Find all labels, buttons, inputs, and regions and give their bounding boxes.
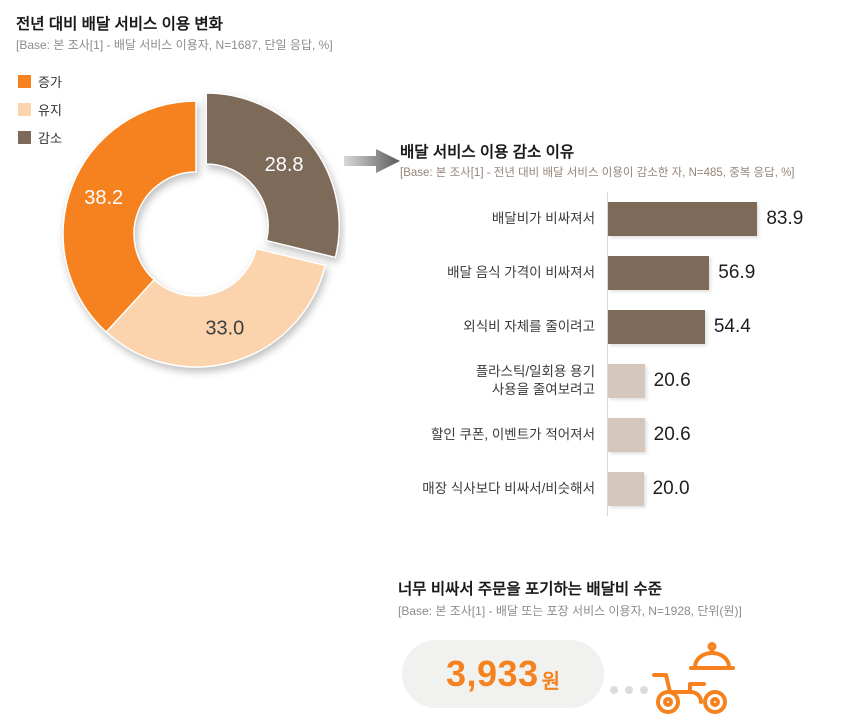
delivery-scooter-icon [652, 642, 735, 714]
donut-slice-유지 [105, 247, 327, 368]
donut-value-label: 38.2 [84, 187, 123, 209]
arrow-right-icon [344, 149, 400, 173]
bar-category-label: 플라스틱/일회용 용기 사용을 줄여보려고 [475, 364, 595, 397]
bar-value-label: 20.0 [652, 478, 690, 499]
donut-slice-감소 [205, 92, 340, 259]
bar-row: 배달 음식 가격이 비싸져서 56.9 [400, 246, 842, 300]
legend-label-maintain: 유지 [38, 103, 62, 118]
bar-zone: 54.4 [607, 300, 842, 354]
donut-section-base: [Base: 본 조사[1] - 배달 서비스 이용자, N=1687, 단일 … [16, 38, 333, 52]
bar-zone: 20.0 [607, 462, 842, 516]
dot [610, 686, 618, 694]
bar-zone: 83.9 [607, 192, 842, 246]
bar-value-label: 20.6 [653, 370, 691, 391]
legend-item-increase: 증가 [18, 72, 62, 91]
fee-unit: 원 [541, 670, 560, 693]
legend-label-increase: 증가 [38, 75, 62, 90]
bar-category-label: 매장 식사보다 비싸서/비슷해서 [422, 481, 595, 497]
fee-section-base: [Base: 본 조사[1] - 배달 또는 포장 서비스 이용자, N=192… [398, 604, 742, 618]
bar [608, 472, 644, 506]
bar [608, 418, 645, 452]
legend-item-decrease: 감소 [18, 128, 62, 147]
bar-zone: 20.6 [607, 354, 842, 408]
dot [640, 686, 648, 694]
legend-swatch-increase [18, 75, 31, 88]
bar [608, 202, 758, 236]
bar-category-label: 배달 음식 가격이 비싸져서 [447, 265, 595, 281]
legend-swatch-maintain [18, 103, 31, 116]
legend-swatch-decrease [18, 131, 31, 144]
bar [608, 310, 705, 344]
reasons-section-title: 배달 서비스 이용 감소 이유 [400, 144, 575, 161]
bar-row: 플라스틱/일회용 용기 사용을 줄여보려고 20.6 [400, 354, 842, 408]
bar [608, 256, 710, 290]
bar-value-label: 83.9 [766, 208, 804, 229]
bar-value-label: 54.4 [713, 316, 751, 337]
fee-amount-pill: 3,933 원 [402, 640, 604, 708]
bar-value-label: 56.9 [718, 262, 756, 283]
bar [608, 364, 645, 398]
bar-value-label: 20.6 [653, 424, 691, 445]
fee-section-title: 너무 비싸서 주문을 포기하는 배달비 수준 [398, 581, 662, 598]
donut-section-title: 전년 대비 배달 서비스 이용 변화 [16, 16, 223, 33]
fee-amount: 3,933 [446, 653, 539, 694]
bar-zone: 56.9 [607, 246, 842, 300]
reasons-bar-chart: 배달비가 비싸져서 83.9 배달 음식 가격이 비싸져서 56.9 외식비 자체를 줄… [400, 192, 842, 516]
donut-value-label: 28.8 [265, 154, 304, 176]
dot [625, 686, 633, 694]
donut-legend: 증가 유지 감소 [18, 72, 62, 156]
bar-row: 외식비 자체를 줄이려고 54.4 [400, 300, 842, 354]
bar-row: 할인 쿠폰, 이벤트가 적어져서 20.6 [400, 408, 842, 462]
bar-category-label: 외식비 자체를 줄이려고 [463, 319, 595, 335]
donut-value-label: 33.0 [205, 318, 244, 340]
bar-row: 배달비가 비싸져서 83.9 [400, 192, 842, 246]
donut-chart: 28.8 33.0 38.2 [62, 92, 340, 368]
legend-label-decrease: 감소 [38, 131, 62, 146]
donut-slice-증가 [62, 100, 197, 334]
bar-zone: 20.6 [607, 408, 842, 462]
bar-category-label: 배달비가 비싸져서 [491, 211, 595, 227]
bar-category-label: 할인 쿠폰, 이벤트가 적어져서 [430, 427, 595, 443]
legend-item-maintain: 유지 [18, 100, 62, 119]
reasons-section-base: [Base: 본 조사[1] - 전년 대비 배달 서비스 이용이 감소한 자,… [400, 167, 795, 179]
bar-row: 매장 식사보다 비싸서/비슷해서 20.0 [400, 462, 842, 516]
decorative-dots [610, 686, 648, 694]
